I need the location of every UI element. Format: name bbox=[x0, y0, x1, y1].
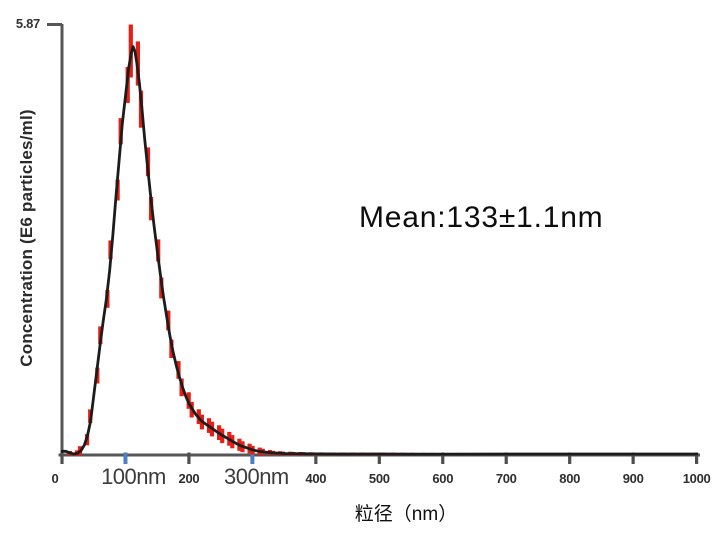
x-tick-label-400: 400 bbox=[305, 471, 327, 486]
x-tick-label-600: 600 bbox=[432, 471, 454, 486]
x-tick-label-1000: 1000 bbox=[682, 471, 711, 486]
x-tick-label-100: 100nm bbox=[101, 464, 166, 489]
x-tick-label-700: 700 bbox=[495, 471, 517, 486]
x-axis-title: 粒径（nm） bbox=[354, 504, 458, 525]
distribution-curve bbox=[60, 45, 698, 456]
y-axis-max-value: 5.87 bbox=[15, 16, 40, 31]
x-tick-label-200: 200 bbox=[178, 471, 200, 486]
error-band bbox=[67, 24, 445, 456]
x-tick-label-500: 500 bbox=[368, 471, 390, 486]
x-tick-label-0: 0 bbox=[51, 471, 59, 486]
y-axis-title: Concentration (E6 particles/ml) bbox=[17, 109, 36, 367]
mean-annotation: Mean:133±1.1nm bbox=[359, 201, 604, 234]
x-tick-label-900: 900 bbox=[622, 471, 644, 486]
x-tick-label-800: 800 bbox=[559, 471, 581, 486]
x-tick-label-300: 300nm bbox=[223, 464, 289, 489]
